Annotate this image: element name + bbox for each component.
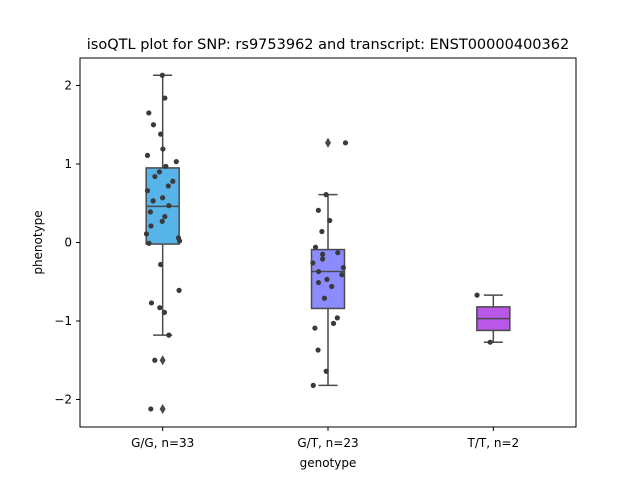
data-point (152, 357, 158, 363)
x-tick-label: T/T, n=2 (467, 436, 520, 450)
y-tick-label: 1 (64, 157, 72, 171)
data-point (161, 309, 168, 315)
outlier-marker (159, 403, 166, 414)
data-point (150, 198, 156, 204)
chart-title: isoQTL plot for SNP: rs9753962 and trans… (87, 37, 569, 53)
data-point (148, 223, 154, 229)
data-point (315, 268, 322, 275)
data-point (339, 272, 345, 278)
x-tick-label: G/T, n=23 (297, 436, 358, 450)
data-point (315, 347, 321, 353)
data-point (327, 217, 333, 224)
data-point (163, 163, 169, 169)
data-point (176, 238, 183, 244)
y-tick-label: 2 (64, 78, 72, 92)
data-point (158, 261, 164, 268)
data-point (159, 218, 165, 224)
y-tick-label: 0 (64, 236, 72, 250)
data-point (148, 406, 154, 412)
data-point (143, 231, 150, 237)
data-point (310, 382, 316, 388)
x-tick-label: G/G, n=33 (131, 436, 194, 450)
data-point (323, 192, 329, 198)
data-point (323, 368, 329, 374)
data-point (487, 339, 493, 345)
data-point (158, 131, 164, 137)
data-point (160, 195, 166, 201)
y-axis-label: phenotype (31, 210, 45, 274)
data-point (152, 173, 158, 180)
box-group (143, 72, 183, 414)
data-point (319, 228, 325, 235)
data-point (330, 320, 337, 326)
data-point (315, 279, 322, 286)
data-point (329, 283, 335, 290)
data-point (335, 250, 341, 256)
data-point (342, 140, 349, 146)
data-point (159, 72, 165, 78)
data-point (166, 203, 172, 209)
data-point (340, 265, 346, 271)
data-point (160, 146, 166, 152)
x-axis: G/G, n=33 G/T, n=23 T/T, n=2 (131, 427, 519, 450)
box-group (310, 137, 349, 388)
data-point (173, 159, 179, 165)
data-point (147, 209, 153, 215)
data-point (312, 325, 318, 331)
data-point (334, 315, 340, 321)
data-point (144, 188, 151, 194)
data-point (162, 95, 168, 101)
data-point (156, 169, 163, 175)
data-point (165, 183, 171, 189)
data-point (170, 178, 176, 184)
outlier-marker (325, 137, 331, 148)
data-point (146, 110, 152, 116)
data-point (144, 152, 151, 158)
data-point (474, 292, 480, 298)
y-axis: −2 −1 0 1 2 (54, 78, 80, 407)
data-point (150, 122, 157, 128)
data-point (321, 295, 328, 301)
box-group (474, 292, 511, 345)
data-point (324, 276, 330, 282)
data-point (157, 305, 163, 311)
data-point (162, 213, 168, 220)
data-point (315, 207, 321, 213)
plot-area (143, 72, 511, 414)
data-point (146, 240, 152, 246)
y-tick-label: −2 (54, 393, 72, 407)
outlier-marker (159, 355, 166, 366)
data-point (166, 332, 172, 338)
data-point (148, 300, 155, 306)
data-point (176, 287, 182, 293)
x-axis-label: genotype (300, 456, 357, 470)
data-point (312, 244, 319, 250)
y-tick-label: −1 (54, 314, 72, 328)
data-point (320, 256, 326, 262)
data-point (320, 251, 326, 257)
data-point (310, 260, 316, 266)
